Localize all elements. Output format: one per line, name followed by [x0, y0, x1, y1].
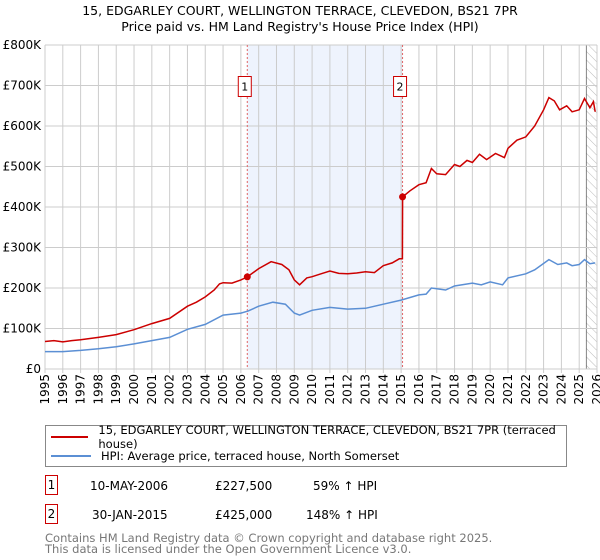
sale-point: [243, 273, 251, 281]
transaction-price: £425,000: [215, 508, 273, 522]
y-tick-label: £100K: [3, 322, 43, 336]
legend: 15, EDGARLEY COURT, WELLINGTON TERRACE, …: [45, 423, 567, 467]
y-tick-label: £500K: [3, 160, 43, 174]
x-tick-label: 2012: [341, 374, 355, 405]
legend-label-hpi: HPI: Average price, terraced house, Nort…: [101, 449, 400, 463]
legend-item-hpi: HPI: Average price, terraced house, Nort…: [51, 448, 399, 464]
hpi-line: [45, 258, 596, 353]
sale-point: [399, 193, 407, 201]
y-tick-label: £400K: [3, 200, 43, 214]
x-tick-label: 2013: [359, 374, 373, 405]
legend-swatch-hpi: [51, 455, 91, 457]
x-tick-label: 2022: [519, 374, 533, 405]
x-tick-label: 2007: [252, 374, 266, 405]
x-tick-label: 2026: [590, 374, 600, 405]
x-tick-label: 1999: [109, 374, 123, 405]
x-tick-label: 2004: [198, 374, 212, 405]
transaction-date: 30-JAN-2015: [92, 508, 168, 522]
x-tick-label: 1995: [38, 374, 52, 405]
x-tick-label: 2001: [145, 374, 159, 405]
sale-badge-label: 2: [397, 81, 404, 94]
transaction-row: 1 10-MAY-2006 £227,500 59% ↑ HPI: [45, 475, 445, 499]
transaction-hpi: 148% ↑ HPI: [306, 508, 378, 522]
x-tick-label: 2015: [394, 374, 408, 405]
chart-subtitle: Price paid vs. HM Land Registry's House …: [121, 19, 479, 34]
sale-badge: [393, 76, 408, 97]
property-price-line: [44, 96, 596, 343]
transaction-badge: 2: [45, 504, 58, 524]
x-tick-label: 2011: [323, 374, 337, 405]
transaction-badge: 1: [45, 475, 58, 495]
x-tick-label: 2006: [234, 374, 248, 405]
x-tick-label: 2010: [305, 374, 319, 405]
y-tick-label: £600K: [3, 119, 43, 133]
x-tick-label: 2003: [180, 374, 194, 405]
x-tick-label: 2014: [376, 374, 390, 405]
y-tick-label: £0: [26, 362, 41, 376]
x-tick-label: 2018: [448, 374, 462, 405]
x-tick-label: 1998: [91, 374, 105, 405]
x-tick-label: 2020: [483, 374, 497, 405]
x-tick-label: 2000: [127, 374, 141, 405]
legend-item-property: 15, EDGARLEY COURT, WELLINGTON TERRACE, …: [51, 423, 566, 451]
transaction-row: 2 30-JAN-2015 £425,000 148% ↑ HPI: [45, 504, 445, 528]
x-tick-label: 2017: [430, 374, 444, 405]
chart-title: 15, EDGARLEY COURT, WELLINGTON TERRACE, …: [82, 3, 518, 18]
x-tick-label: 1996: [56, 374, 70, 405]
x-tick-label: 2005: [216, 374, 230, 405]
legend-swatch-property: [51, 436, 89, 438]
y-tick-label: £800K: [3, 38, 43, 52]
x-tick-label: 2009: [287, 374, 301, 405]
x-tick-label: 2019: [465, 374, 479, 405]
price-chart: 1995 1996 1997 1998 1999 2000 2001 2002 2003 2004…: [3, 38, 600, 405]
transaction-price: £227,500: [215, 479, 273, 493]
x-tick-label: 2021: [501, 374, 515, 405]
legend-label-property: 15, EDGARLEY COURT, WELLINGTON TERRACE, …: [98, 423, 556, 451]
y-tick-label: £700K: [3, 79, 43, 93]
x-tick-label: 2025: [572, 374, 586, 405]
footer-licence: This data is licensed under the Open Gov…: [45, 542, 412, 556]
y-tick-label: £200K: [3, 281, 43, 295]
x-tick-label: 2016: [412, 374, 426, 405]
footer-copyright: Contains HM Land Registry data © Crown c…: [45, 531, 493, 545]
transaction-date: 10-MAY-2006: [90, 479, 169, 493]
x-tick-label: 2008: [269, 374, 283, 405]
y-tick-label: £300K: [3, 241, 43, 255]
sale-badge-label: 1: [241, 81, 248, 94]
x-tick-label: 2023: [537, 374, 551, 405]
transaction-hpi: 59% ↑ HPI: [313, 479, 378, 493]
x-tick-label: 2024: [554, 374, 568, 405]
sale-badge: [237, 76, 252, 97]
x-tick-label: 2002: [163, 374, 177, 405]
x-tick-label: 1997: [74, 374, 88, 405]
